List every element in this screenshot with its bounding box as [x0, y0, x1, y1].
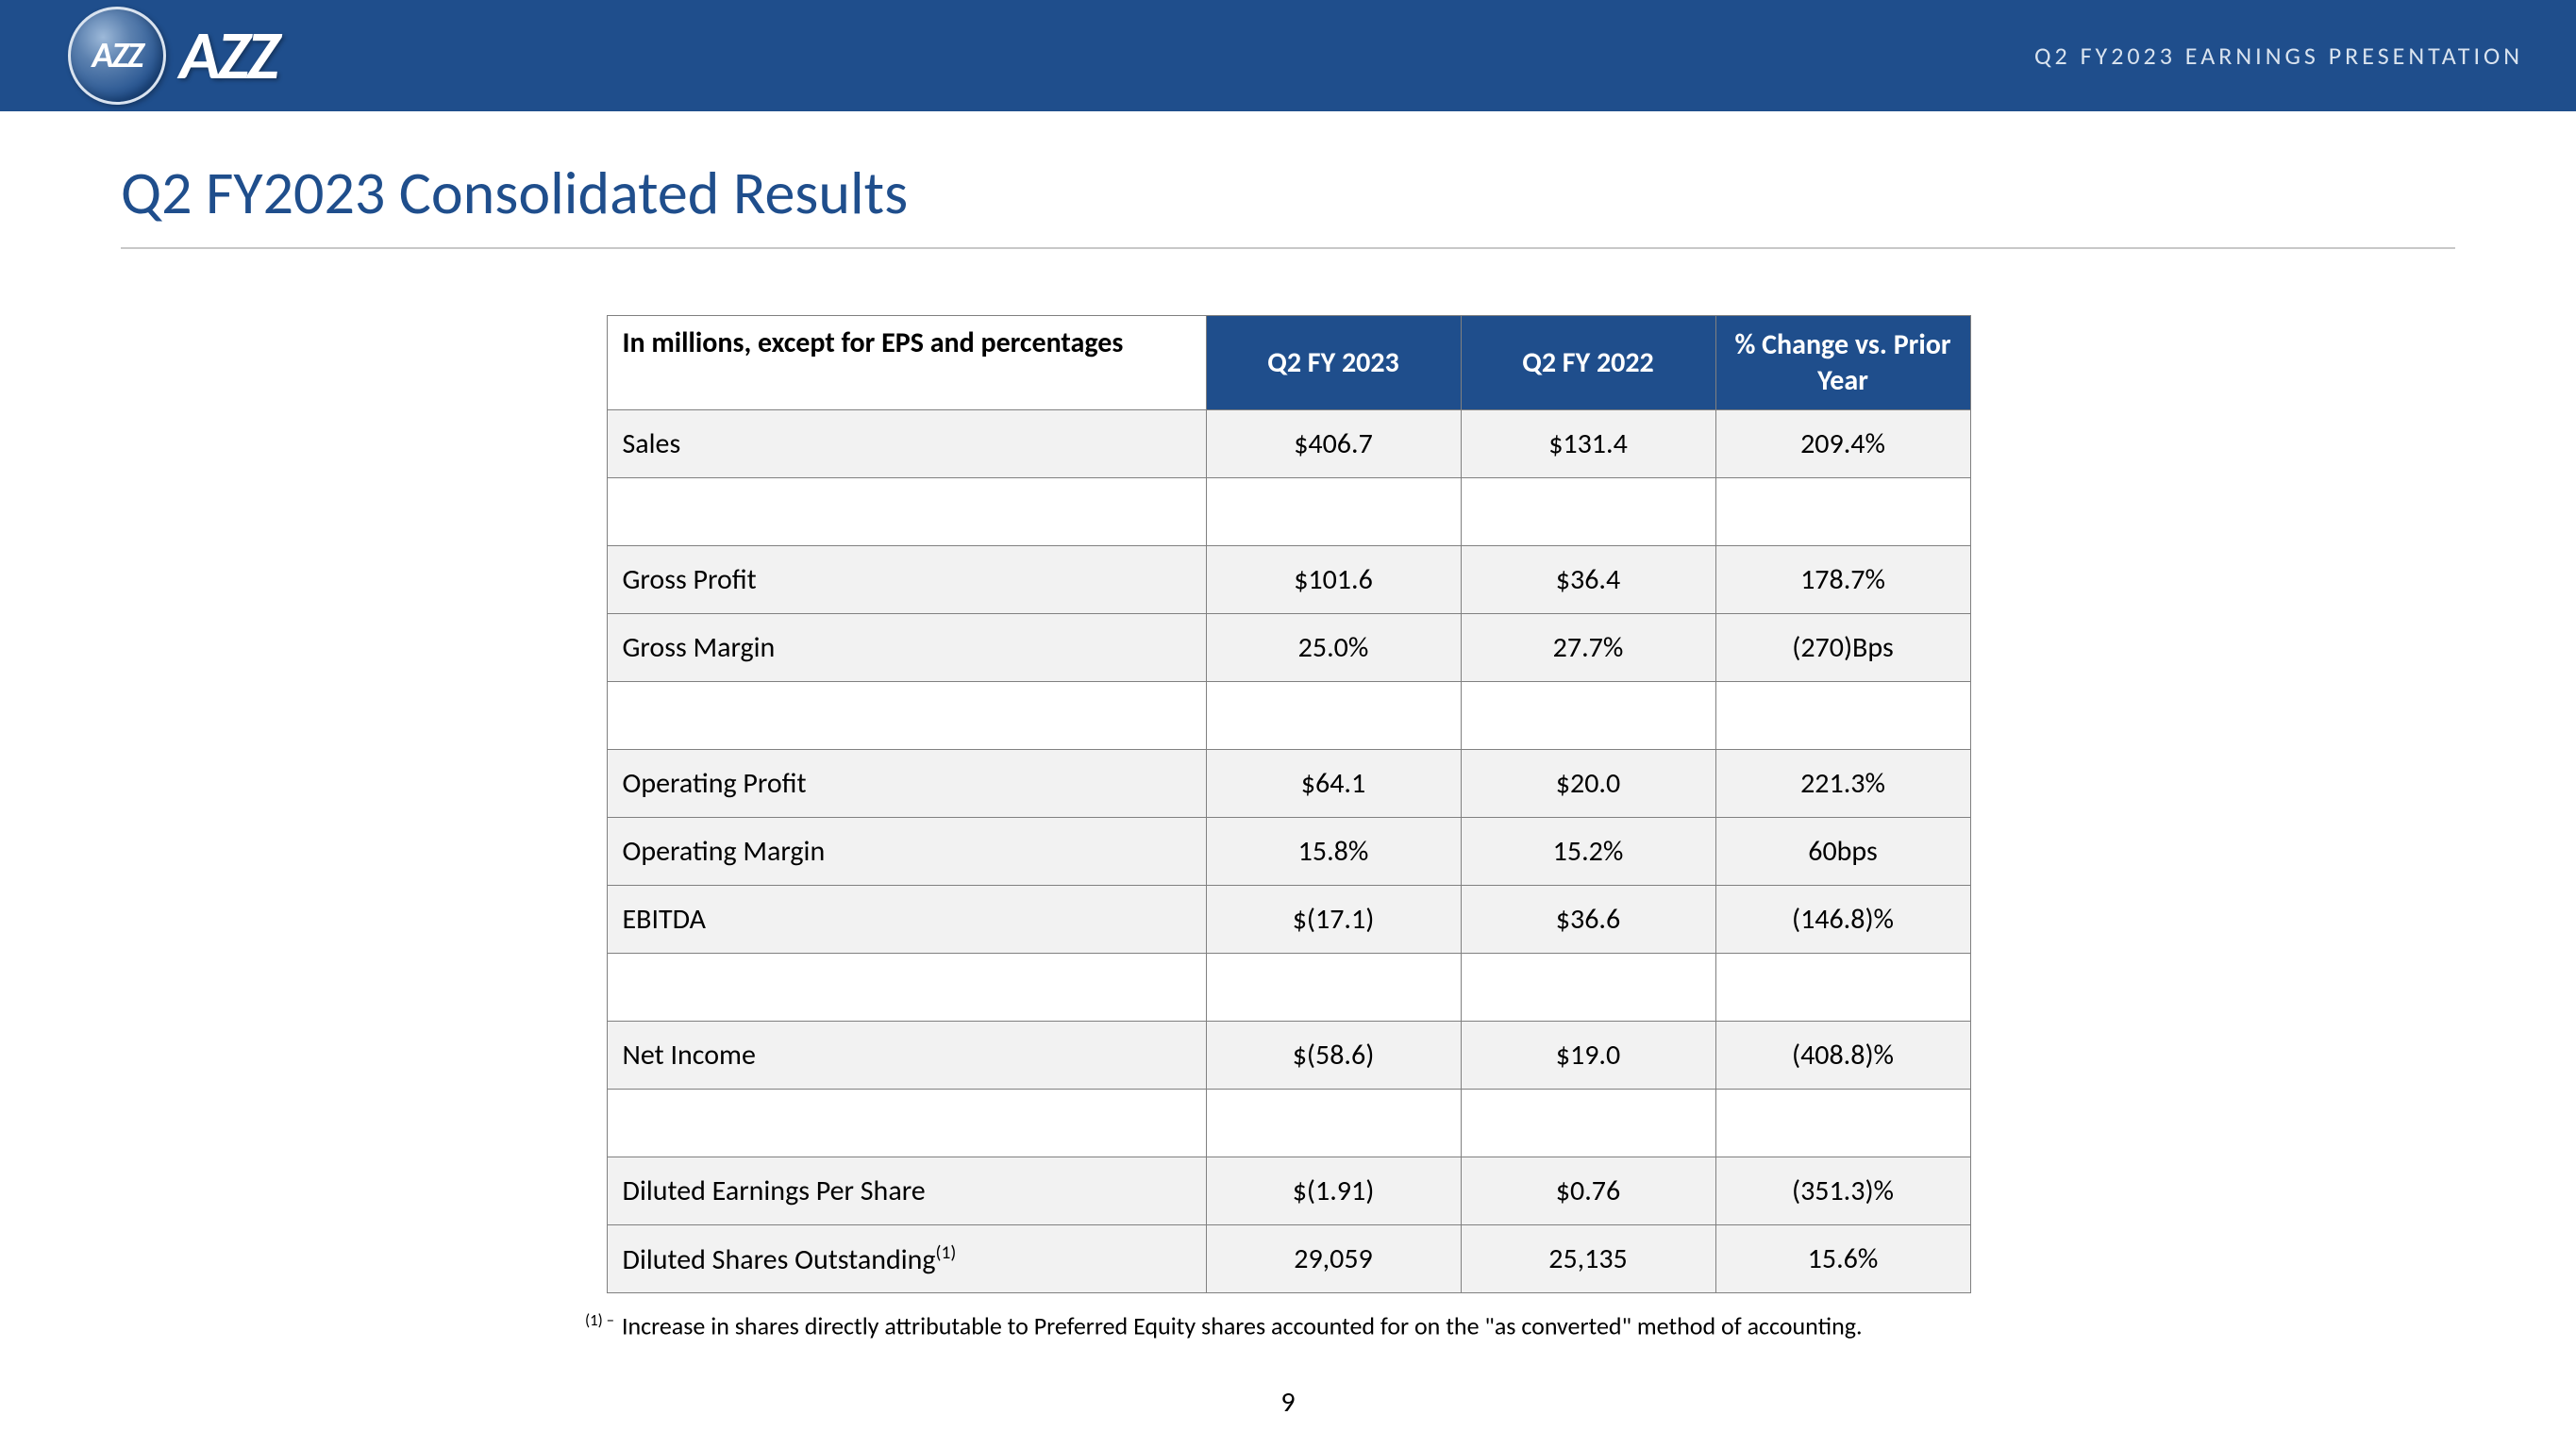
empty-cell: [1715, 1090, 1970, 1157]
row-value-3: (408.8)%: [1715, 1022, 1970, 1090]
table-spacer-row: [607, 682, 1970, 750]
col-header-1: Q2 FY 2023: [1206, 316, 1461, 410]
row-value-1: 29,059: [1206, 1225, 1461, 1293]
header-subtitle: Q2 FY2023 EARNINGS PRESENTATION: [2034, 41, 2523, 71]
row-value-3: (146.8)%: [1715, 886, 1970, 954]
row-value-2: $19.0: [1461, 1022, 1715, 1090]
empty-cell: [1206, 954, 1461, 1022]
row-value-3: 221.3%: [1715, 750, 1970, 818]
table-row: EBITDA$(17.1)$36.6(146.8)%: [607, 886, 1970, 954]
empty-cell: [1715, 954, 1970, 1022]
row-value-3: 178.7%: [1715, 546, 1970, 614]
row-label: Diluted Earnings Per Share: [607, 1157, 1206, 1225]
table-row: Net Income$(58.6)$19.0(408.8)%: [607, 1022, 1970, 1090]
table-row: Diluted Shares Outstanding(1)29,05925,13…: [607, 1225, 1970, 1293]
empty-cell: [1461, 954, 1715, 1022]
table-row: Operating Margin15.8%15.2%60bps: [607, 818, 1970, 886]
empty-cell: [1715, 478, 1970, 546]
results-table: In millions, except for EPS and percenta…: [607, 315, 1971, 1293]
row-label: Net Income: [607, 1022, 1206, 1090]
results-table-wrap: In millions, except for EPS and percenta…: [607, 315, 1970, 1293]
table-header-row: In millions, except for EPS and percenta…: [607, 316, 1970, 410]
page-title: Q2 FY2023 Consolidated Results: [121, 157, 2455, 249]
table-row: Sales$406.7$131.4209.4%: [607, 410, 1970, 478]
table-row: Gross Profit$101.6$36.4178.7%: [607, 546, 1970, 614]
row-value-3: (270)Bps: [1715, 614, 1970, 682]
row-label: Gross Margin: [607, 614, 1206, 682]
empty-cell: [1461, 478, 1715, 546]
empty-cell: [1715, 682, 1970, 750]
row-value-1: 25.0%: [1206, 614, 1461, 682]
row-value-1: $(58.6): [1206, 1022, 1461, 1090]
row-value-2: $36.6: [1461, 886, 1715, 954]
empty-cell: [607, 1090, 1206, 1157]
empty-cell: [1461, 1090, 1715, 1157]
table-row: Diluted Earnings Per Share$(1.91)$0.76(3…: [607, 1157, 1970, 1225]
row-value-1: $64.1: [1206, 750, 1461, 818]
row-value-1: $(17.1): [1206, 886, 1461, 954]
row-value-2: 27.7%: [1461, 614, 1715, 682]
logo-text: AZZ: [179, 14, 276, 97]
row-value-3: 15.6%: [1715, 1225, 1970, 1293]
row-value-1: $(1.91): [1206, 1157, 1461, 1225]
empty-cell: [1206, 1090, 1461, 1157]
slide: AZZ AZZ Q2 FY2023 EARNINGS PRESENTATION …: [0, 0, 2576, 1448]
row-value-1: 15.8%: [1206, 818, 1461, 886]
table-spacer-row: [607, 478, 1970, 546]
empty-cell: [607, 478, 1206, 546]
footnote-marker: (1) –: [585, 1310, 614, 1330]
row-value-2: 25,135: [1461, 1225, 1715, 1293]
content-area: Q2 FY2023 Consolidated Results In millio…: [0, 111, 2576, 1341]
row-value-2: $36.4: [1461, 546, 1715, 614]
row-value-2: $0.76: [1461, 1157, 1715, 1225]
row-value-1: $101.6: [1206, 546, 1461, 614]
row-label: Operating Profit: [607, 750, 1206, 818]
table-spacer-row: [607, 954, 1970, 1022]
empty-cell: [607, 682, 1206, 750]
row-value-3: 60bps: [1715, 818, 1970, 886]
footnote-text: Increase in shares directly attributable…: [622, 1311, 1863, 1341]
table-row: Gross Margin25.0%27.7%(270)Bps: [607, 614, 1970, 682]
logo: AZZ AZZ: [68, 7, 276, 105]
table-spacer-row: [607, 1090, 1970, 1157]
row-value-3: 209.4%: [1715, 410, 1970, 478]
row-label: Gross Profit: [607, 546, 1206, 614]
row-value-3: (351.3)%: [1715, 1157, 1970, 1225]
empty-cell: [1206, 682, 1461, 750]
row-value-2: $131.4: [1461, 410, 1715, 478]
logo-mark-icon: AZZ: [68, 7, 166, 105]
page-number: 9: [0, 1385, 2576, 1420]
table-body: Sales$406.7$131.4209.4% Gross Profit$101…: [607, 410, 1970, 1293]
row-label: Diluted Shares Outstanding(1): [607, 1225, 1206, 1293]
footnote: (1) – Increase in shares directly attrib…: [585, 1310, 1991, 1341]
empty-cell: [607, 954, 1206, 1022]
row-label: Sales: [607, 410, 1206, 478]
row-value-1: $406.7: [1206, 410, 1461, 478]
row-label: Operating Margin: [607, 818, 1206, 886]
row-value-2: $20.0: [1461, 750, 1715, 818]
col-header-3: % Change vs. Prior Year: [1715, 316, 1970, 410]
empty-cell: [1206, 478, 1461, 546]
row-value-2: 15.2%: [1461, 818, 1715, 886]
row-label: EBITDA: [607, 886, 1206, 954]
table-caption: In millions, except for EPS and percenta…: [607, 316, 1206, 410]
header-bar: AZZ AZZ Q2 FY2023 EARNINGS PRESENTATION: [0, 0, 2576, 111]
table-row: Operating Profit$64.1$20.0221.3%: [607, 750, 1970, 818]
empty-cell: [1461, 682, 1715, 750]
col-header-2: Q2 FY 2022: [1461, 316, 1715, 410]
